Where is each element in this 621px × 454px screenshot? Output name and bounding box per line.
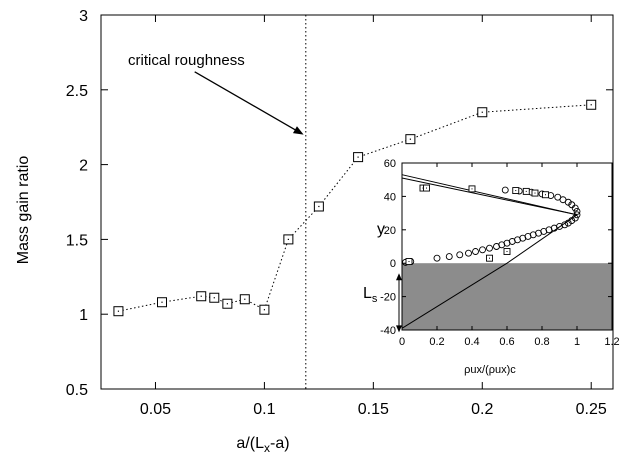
- inset-y-tick-label: 40: [384, 191, 396, 203]
- inset-y-tick-label: -40: [380, 325, 396, 337]
- ls-dimension-arrow: [396, 273, 402, 333]
- main-y-tick-label: 1: [79, 307, 88, 324]
- mass-gain-point-center: [161, 301, 163, 303]
- main-x-axis: 0.05 0.1 0.15 0.2 0.25: [140, 15, 607, 418]
- inset-circle-point: [501, 186, 509, 194]
- mass-gain-point-center: [200, 295, 202, 297]
- inset-y-tick-label: 0: [390, 258, 396, 270]
- main-x-tick-label: 0.15: [358, 401, 389, 418]
- critical-roughness-label: critical roughness: [128, 52, 245, 69]
- inset-square-point-center: [489, 257, 490, 259]
- inset-chart: 0 0.2 0.4 0.6 0.8 1 1.2 -40 -20 0 20 40 60 Ls y ρux…: [363, 155, 620, 376]
- inset-x-tick-label: 1: [574, 336, 580, 348]
- inset-square-series: [405, 184, 549, 265]
- inset-circle-point: [568, 201, 576, 209]
- ls-label: Ls: [363, 285, 378, 305]
- main-y-tick-label: 0.5: [66, 382, 88, 399]
- inset-circle-point: [561, 221, 569, 229]
- inset-circle-point: [568, 217, 576, 225]
- mass-gain-point-center: [357, 156, 359, 158]
- mass-gain-point-center: [117, 310, 120, 312]
- mass-gain-point-center: [287, 238, 289, 240]
- inset-x-axis: 0 0.2 0.4 0.6 0.8 1 1.2: [399, 163, 620, 348]
- inset-circle-point: [571, 214, 579, 222]
- mass-gain-point-center: [481, 111, 483, 113]
- inset-y-tick-label: 60: [384, 158, 396, 170]
- inset-shaded-wall: [402, 263, 612, 330]
- inset-circle-point: [456, 251, 464, 259]
- main-y-axis-label: Mass gain ratio: [15, 156, 32, 265]
- inset-y-tick-label: -20: [380, 292, 396, 304]
- critical-roughness-arrowhead: [292, 126, 304, 135]
- inset-square-point-center: [426, 187, 427, 189]
- inset-square-point-center: [471, 188, 473, 190]
- inset-square-point-center: [545, 194, 546, 196]
- main-chart: 0.05 0.1 0.15 0.2 0.25 0.5 1 1.5 2 2.5 3 critical…: [15, 8, 614, 454]
- inset-circle-point: [486, 244, 493, 252]
- mass-gain-point-center: [263, 309, 266, 311]
- main-y-tick-label: 2: [79, 158, 88, 175]
- inset-fit-line: [401, 177, 578, 216]
- critical-roughness-arrow: [194, 71, 298, 132]
- main-x-axis-label: a/(Lx-a): [236, 435, 289, 454]
- inset-y-axis: -40 -20 0 20 40 60: [380, 158, 612, 337]
- inset-square-point-center: [408, 261, 410, 263]
- inset-circle-point: [472, 248, 479, 255]
- inset-circle-point: [479, 246, 486, 254]
- inset-circle-point: [573, 211, 581, 219]
- mass-gain-point-center: [244, 298, 246, 300]
- main-x-tick-label: 0.1: [253, 401, 275, 418]
- main-plot-frame: [100, 14, 614, 390]
- inset-y-axis-label: y: [377, 221, 385, 238]
- main-x-tick-label: 0.25: [576, 401, 607, 418]
- inset-square-point-center: [525, 190, 527, 192]
- inset-y-tick-label: 20: [384, 225, 396, 237]
- inset-x-tick-label: 0.6: [499, 336, 514, 348]
- inset-x-tick-label: 0: [399, 336, 405, 348]
- main-y-tick-label: 3: [79, 8, 88, 25]
- inset-square-point-center: [422, 187, 424, 189]
- inset-circle-series: [402, 186, 581, 266]
- ls-arrow-head-bottom: [396, 325, 402, 333]
- inset-x-tick-label: 1.2: [604, 336, 619, 348]
- inset-circle-point: [433, 254, 441, 262]
- main-y-tick-label: 1.5: [66, 232, 88, 249]
- inset-square-point-center: [506, 251, 508, 253]
- mass-gain-point-center: [318, 205, 320, 208]
- inset-circle-point: [554, 193, 562, 201]
- mass-gain-point-center: [590, 104, 592, 106]
- main-x-tick-label: 0.2: [471, 401, 493, 418]
- inset-square-point-center: [515, 190, 517, 192]
- inset-x-tick-label: 0.8: [534, 336, 549, 348]
- inset-x-tick-label: 0.4: [464, 336, 479, 348]
- ls-arrow-head-top: [396, 273, 402, 281]
- inset-circle-point: [564, 219, 572, 227]
- mass-gain-point-center: [226, 303, 228, 305]
- inset-circle-point: [445, 253, 453, 260]
- inset-circle-point: [465, 249, 472, 257]
- inset-x-tick-label: 0.2: [429, 336, 444, 348]
- mass-gain-point-center: [409, 138, 411, 140]
- inset-square-point-center: [534, 192, 536, 194]
- inset-x-axis-label: ρux/(ρux)c: [464, 364, 516, 376]
- inset-circle-point: [573, 207, 581, 215]
- main-y-axis: 0.5 1 1.5 2 2.5 3: [66, 8, 613, 399]
- mass-gain-point-center: [213, 297, 215, 299]
- inset-fit-line: [401, 174, 578, 216]
- main-y-tick-label: 2.5: [66, 83, 88, 100]
- mass-gain-series-markers: [113, 99, 597, 317]
- main-x-tick-label: 0.05: [140, 401, 171, 418]
